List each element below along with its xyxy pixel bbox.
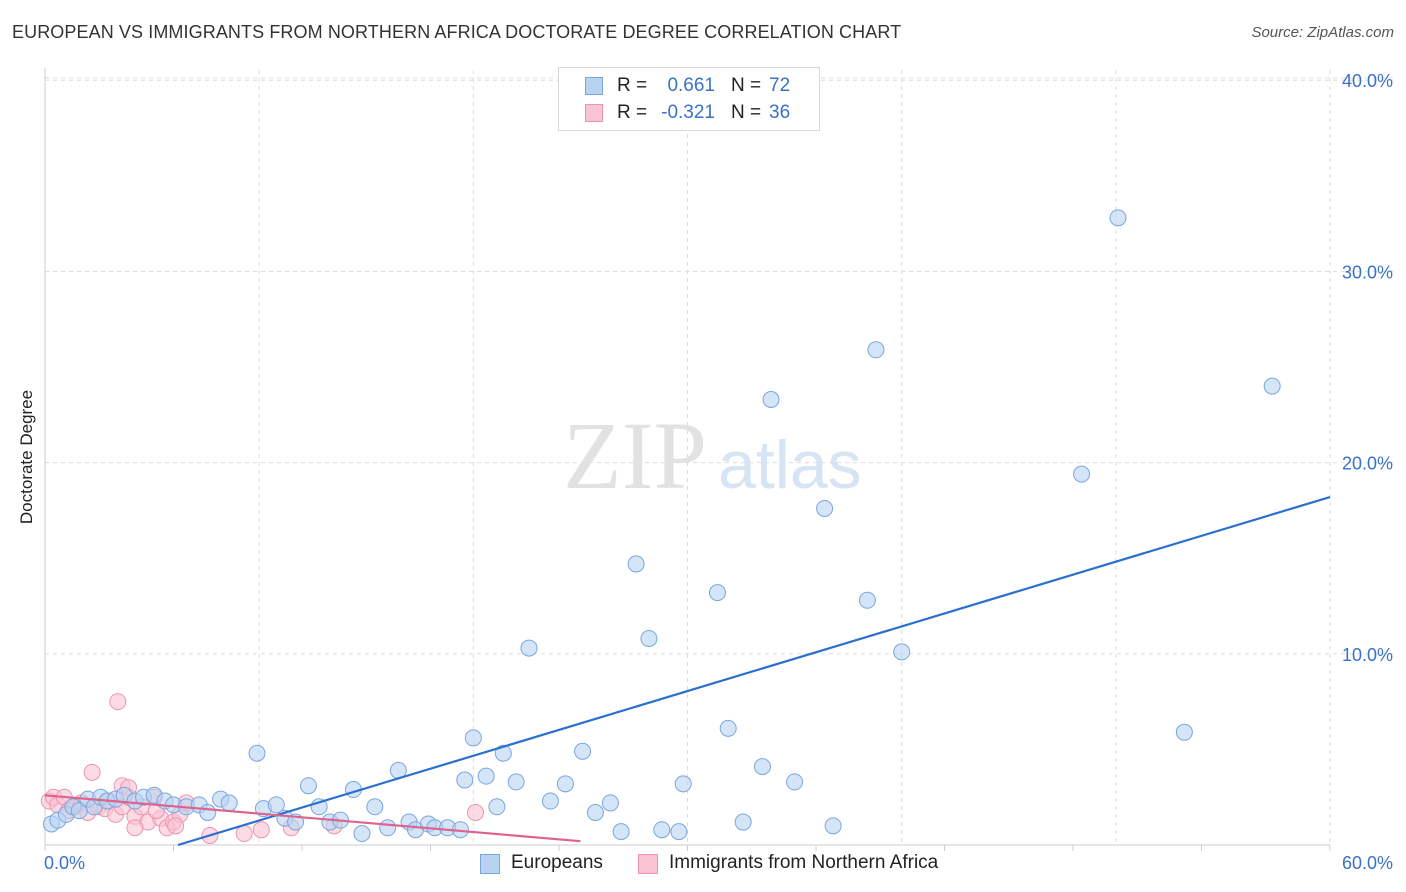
data-point-europeans [670, 823, 688, 841]
data-point-europeans [556, 775, 574, 793]
legend-n-label: N = [731, 75, 762, 96]
data-point-europeans [494, 744, 512, 762]
data-point-europeans [753, 758, 771, 776]
legend-swatch-europeans [585, 77, 603, 95]
legend-n-value: 72 [769, 75, 791, 96]
data-point-europeans [248, 744, 266, 762]
correlation-legend: R = 0.661 N = 72 R = -0.321 N = 36 [558, 67, 820, 131]
data-point-europeans [601, 794, 619, 812]
legend-swatch-immigrants [638, 854, 658, 874]
source-label: Source: ZipAtlas.com [1251, 24, 1394, 41]
data-point-europeans [477, 767, 495, 785]
x-tick-label: 60.0% [1342, 853, 1393, 873]
legend-r-label: R = [617, 75, 648, 96]
legend-r-value: -0.321 [661, 102, 715, 123]
data-point-europeans [220, 794, 238, 812]
legend-r-label: R = [617, 102, 648, 123]
data-point-europeans [640, 630, 658, 648]
data-point-europeans [520, 639, 538, 657]
data-point-europeans [1263, 377, 1281, 395]
data-point-europeans [507, 773, 525, 791]
data-point-europeans [719, 719, 737, 737]
series-europeans-points [42, 209, 1281, 843]
watermark-zip: ZIP [563, 402, 707, 509]
data-point-europeans [786, 773, 804, 791]
data-point-europeans [893, 643, 911, 661]
data-point-europeans [353, 825, 371, 843]
y-tick-label: 20.0% [1342, 454, 1393, 474]
data-point-europeans [653, 821, 671, 839]
legend-label-immigrants: Immigrants from Northern Africa [669, 852, 939, 873]
data-point-immigrants [83, 763, 101, 781]
legend-n-value: 36 [769, 102, 791, 123]
legend-r-value: 0.661 [667, 75, 715, 96]
data-point-europeans [464, 729, 482, 747]
legend-n-label: N = [731, 102, 762, 123]
data-point-europeans [627, 555, 645, 573]
data-point-immigrants [235, 825, 253, 843]
y-tick-label: 10.0% [1342, 645, 1393, 665]
data-point-europeans [456, 771, 474, 789]
data-point-immigrants [252, 821, 270, 839]
data-point-europeans [541, 792, 559, 810]
data-point-europeans [816, 499, 834, 517]
data-point-immigrants [167, 817, 185, 835]
data-point-europeans [488, 798, 506, 816]
data-point-europeans [612, 823, 630, 841]
data-point-europeans [574, 742, 592, 760]
legend-label-europeans: Europeans [511, 852, 603, 873]
data-point-europeans [199, 803, 217, 821]
chart-title: EUROPEAN VS IMMIGRANTS FROM NORTHERN AFR… [12, 22, 902, 42]
trend-line-europeans [177, 495, 1331, 847]
data-point-europeans [299, 777, 317, 795]
data-point-europeans [858, 591, 876, 609]
watermark-atlas: atlas [718, 427, 862, 503]
data-point-europeans [674, 775, 692, 793]
data-point-immigrants [466, 803, 484, 821]
y-tick-label: 30.0% [1342, 262, 1393, 282]
data-point-europeans [586, 803, 604, 821]
data-point-europeans [762, 391, 780, 409]
legend-row-europeans: R = 0.661 N = 72 [559, 73, 819, 101]
data-point-europeans [824, 817, 842, 835]
data-point-immigrants [109, 693, 127, 711]
legend-swatch-immigrants [585, 104, 603, 122]
trend-line-immigrants [44, 794, 581, 843]
data-point-europeans [267, 796, 285, 814]
legend-swatch-europeans [480, 854, 500, 874]
data-point-europeans [366, 798, 384, 816]
y-tick-label: 40.0% [1342, 71, 1393, 91]
data-point-europeans [1175, 723, 1193, 741]
axes [44, 68, 1331, 851]
x-tick-label: 0.0% [44, 853, 85, 873]
data-point-europeans [379, 819, 397, 837]
tick-labels: 10.0% 20.0% 30.0% 40.0% 0.0% 60.0% [44, 71, 1393, 873]
data-point-europeans [708, 584, 726, 602]
data-point-europeans [734, 813, 752, 831]
data-point-immigrants [126, 819, 144, 837]
watermark: ZIP atlas [563, 402, 862, 509]
legend-row-immigrants: R = -0.321 N = 36 [559, 100, 819, 128]
data-point-europeans [1073, 465, 1091, 483]
data-point-europeans [867, 341, 885, 359]
trend-lines [44, 495, 1331, 847]
data-point-europeans [1109, 209, 1127, 227]
